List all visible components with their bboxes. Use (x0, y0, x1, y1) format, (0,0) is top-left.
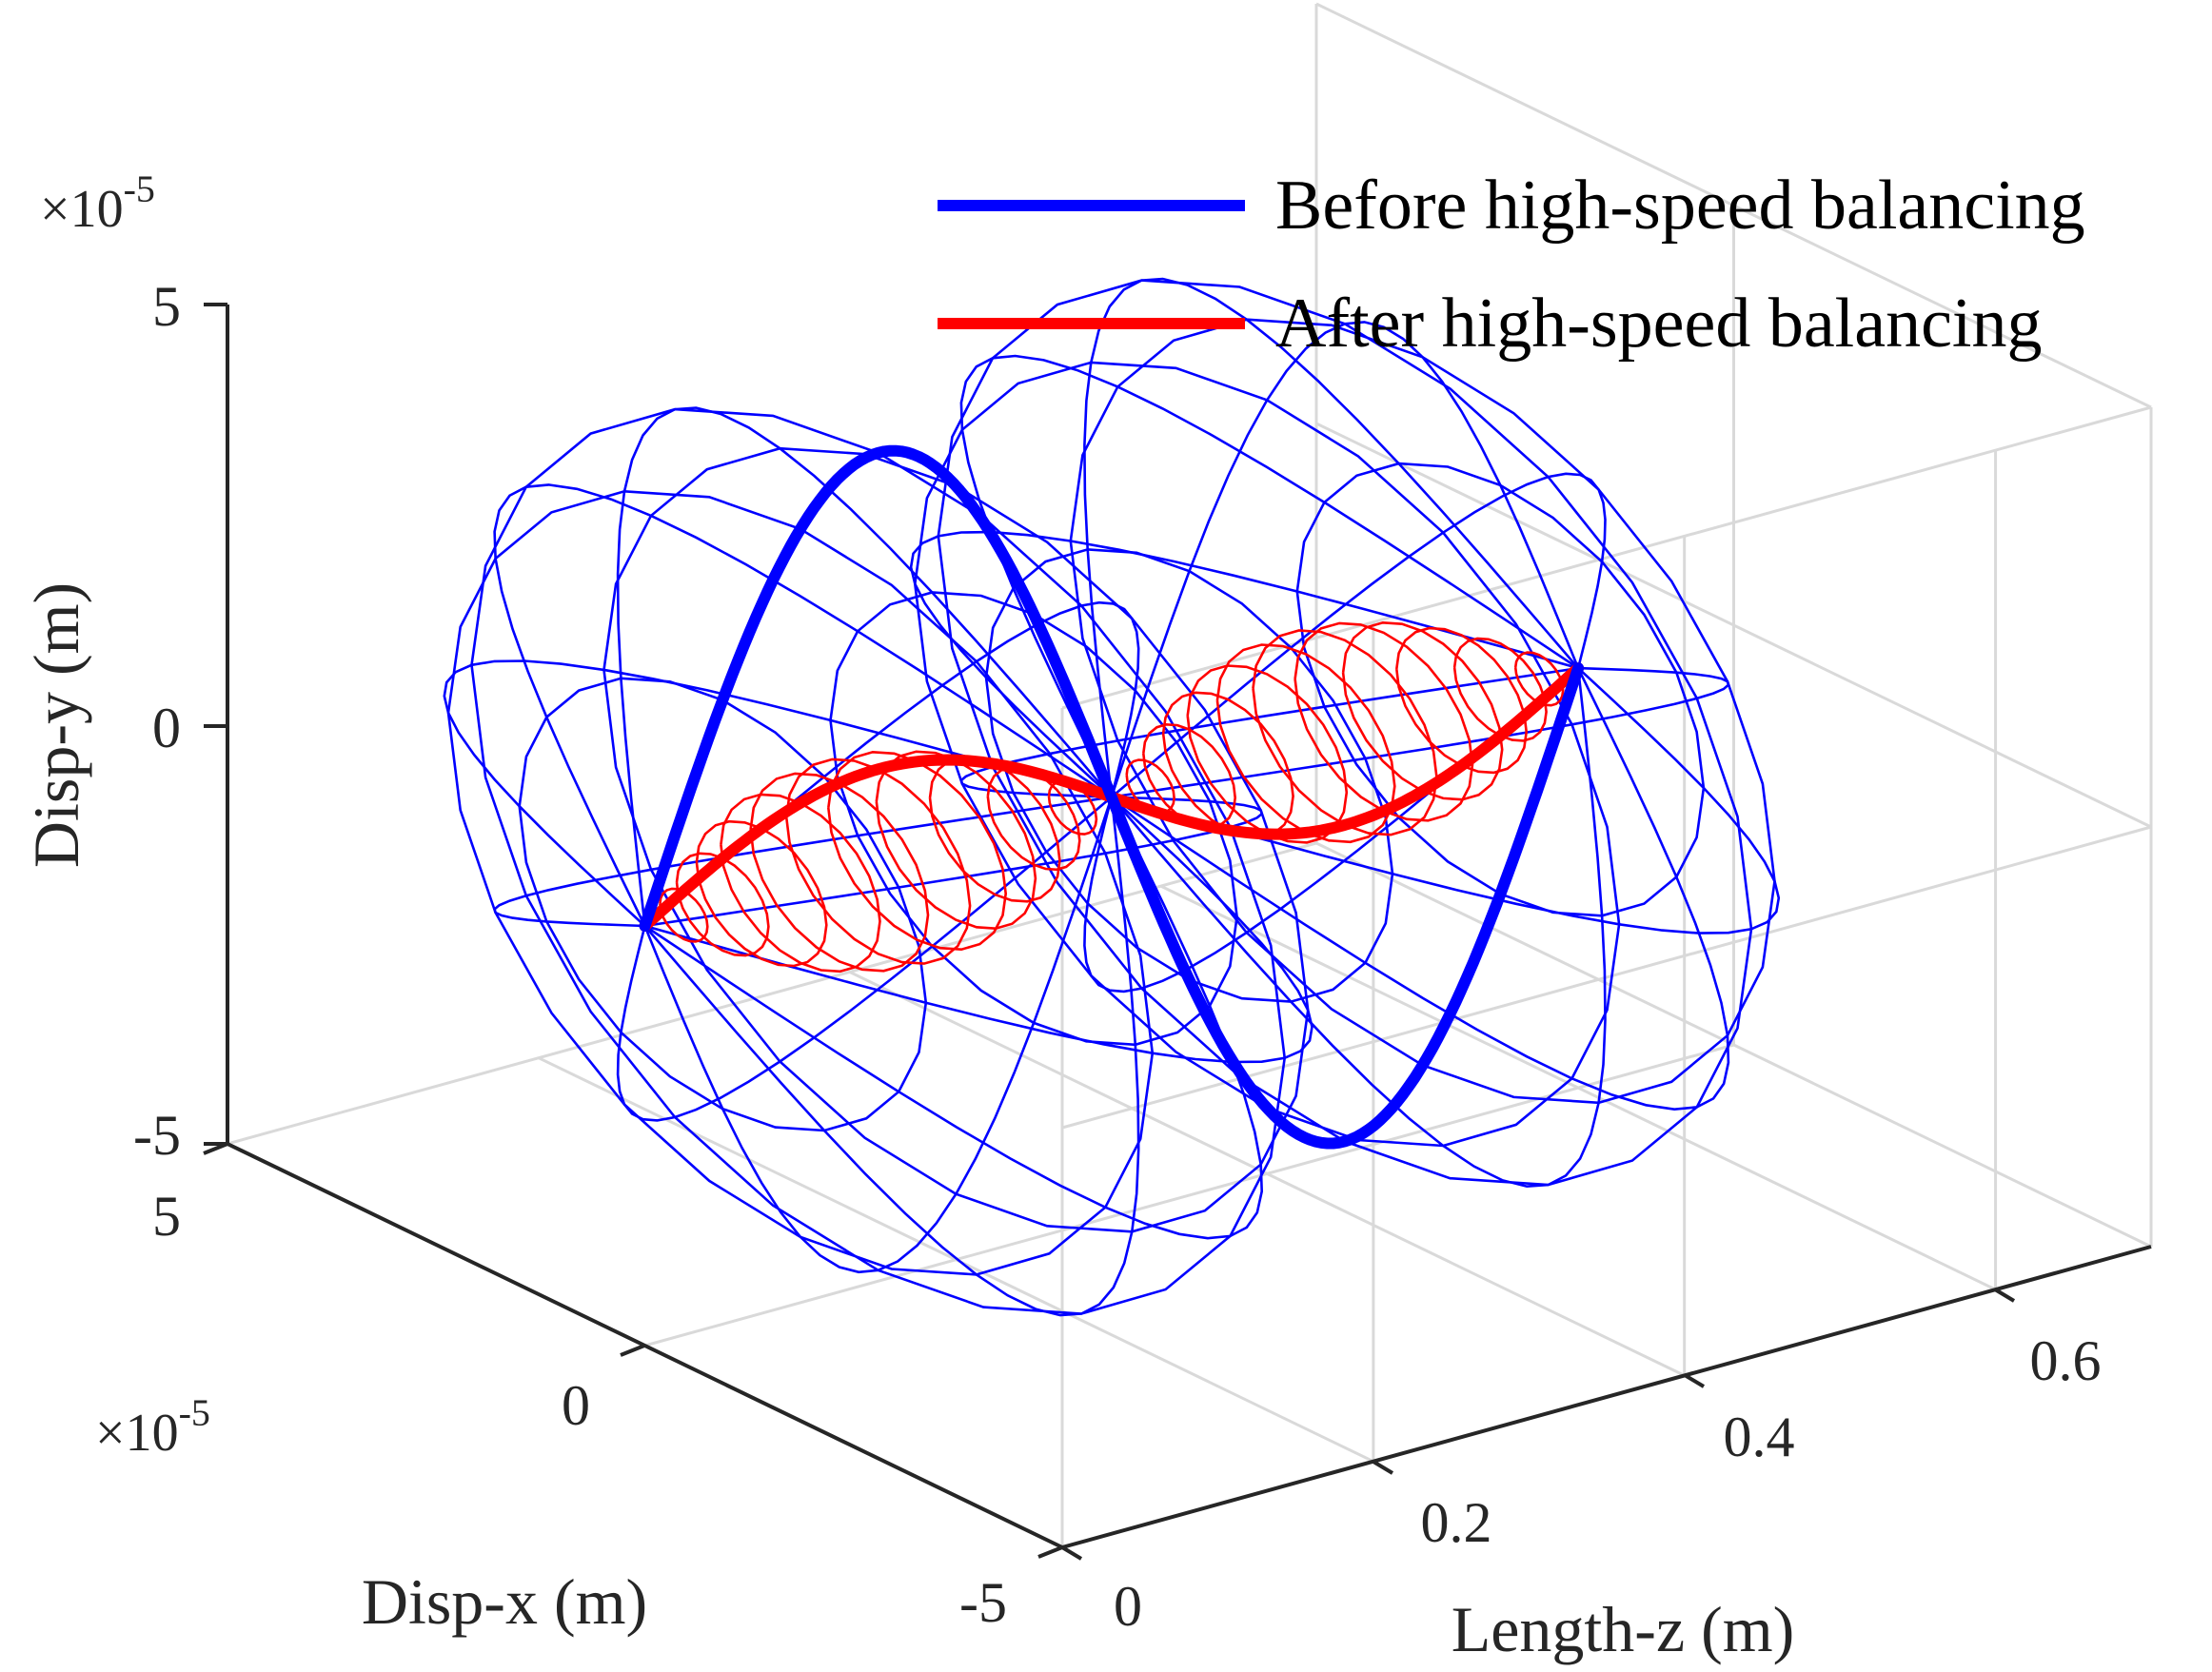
legend-label-before: Before high-speed balancing (1275, 167, 2085, 245)
x-tick (203, 1142, 228, 1155)
series-line-before (639, 444, 1585, 1150)
x-multiplier: ×10-5 (95, 1391, 210, 1463)
x-tick-label: -5 (959, 1571, 1007, 1634)
envelope-ring (446, 489, 1155, 1276)
y-tick-label: 0 (152, 697, 181, 759)
z-tick (1993, 1288, 2016, 1303)
z-tick (1683, 1373, 1706, 1388)
orbit-ring (720, 793, 881, 974)
envelope-meridian (643, 321, 1580, 927)
orbit-ring (1142, 722, 1237, 829)
orbit-ring (749, 772, 930, 973)
grid-line (1159, 884, 1997, 1291)
z-tick-label: 0.4 (1724, 1406, 1795, 1468)
x-tick-label: 0 (562, 1374, 590, 1437)
orbit-ring (695, 819, 828, 968)
grid-line (849, 971, 1686, 1377)
orbit-ring (1215, 643, 1396, 844)
z-tick (1060, 1545, 1083, 1561)
legend-label-after: After high-speed balancing (1275, 285, 2042, 363)
z-axis-line (1061, 1245, 2152, 1549)
x-axis-line (227, 1142, 1063, 1549)
orbit-ring (1395, 626, 1529, 775)
grid-line (227, 841, 1317, 1146)
grid-line (644, 1043, 1734, 1347)
orbit-ring (875, 750, 1037, 931)
orbit-ring (1161, 691, 1294, 838)
x-tick (620, 1344, 645, 1357)
orbit-ring (827, 750, 1008, 952)
orbit-ring (675, 852, 770, 957)
z-axis-label: Length-z (m) (1452, 1593, 1795, 1665)
y-axis-label: Disp-y (m) (20, 582, 92, 868)
z-tick-label: 0.2 (1421, 1491, 1492, 1554)
x-tick-label: 5 (152, 1185, 181, 1248)
z-tick (1372, 1460, 1394, 1475)
y-multiplier: ×10-5 (40, 167, 155, 239)
orbit-ring (1186, 664, 1349, 844)
envelope-ring (914, 361, 1621, 1148)
z-tick-label: 0.6 (2030, 1329, 2102, 1392)
envelope-ring (602, 446, 1310, 1233)
orbit-ring (784, 757, 972, 965)
orbit-ring (1452, 637, 1548, 742)
x-axis-label: Disp-x (m) (362, 1565, 647, 1638)
legend: Before high-speed balancing After high-s… (938, 167, 2085, 363)
x-tick (1037, 1545, 1063, 1559)
envelope-ring (518, 677, 928, 1132)
orbit-ring (1513, 651, 1565, 707)
y-tick-label: 5 (152, 275, 181, 338)
envelope-meridian (643, 667, 1730, 1240)
orbit-ring (659, 887, 709, 943)
y-tick-label: -5 (133, 1104, 181, 1167)
envelope-ring (470, 407, 1287, 1315)
envelope-ring (1295, 462, 1706, 917)
axes (203, 303, 2152, 1561)
envelope-ring (1069, 318, 1776, 1105)
envelope-meridian (493, 354, 1579, 927)
orbit-ring (1341, 620, 1504, 801)
z-tick-label: 0 (1114, 1575, 1142, 1638)
envelope-meridian (643, 667, 1580, 1274)
grid-line (1061, 405, 2152, 710)
